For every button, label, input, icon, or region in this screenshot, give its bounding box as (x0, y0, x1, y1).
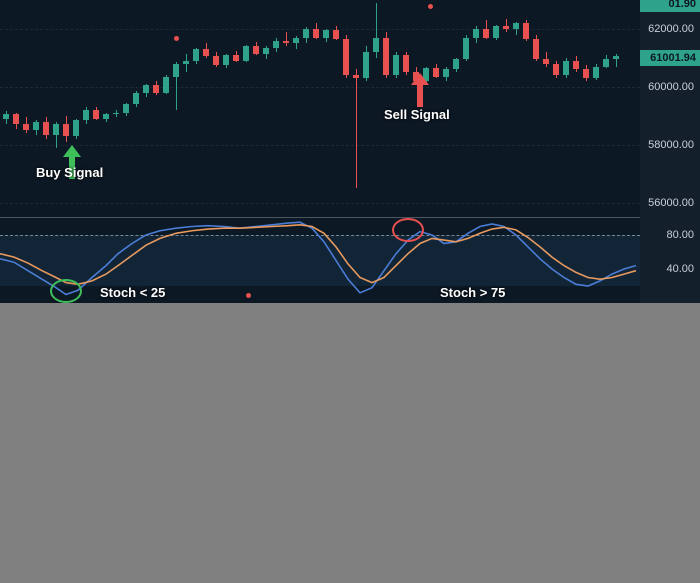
candle-body (613, 56, 619, 59)
candle-body (603, 59, 609, 66)
candle-body (283, 41, 289, 44)
candle-body (513, 23, 519, 29)
candle-body (143, 85, 149, 92)
candle-body (443, 69, 449, 76)
candle-body (113, 113, 119, 114)
candle-body (133, 93, 139, 105)
candle-body (373, 38, 379, 52)
candle-body (503, 26, 509, 29)
candle-body (433, 68, 439, 77)
candle-body (323, 30, 329, 37)
candle-body (583, 69, 589, 78)
candle-wick (286, 32, 287, 46)
candle-body (163, 77, 169, 93)
y-tick-label: 56000.00 (648, 197, 694, 209)
buy-signal-label: Buy Signal (36, 165, 103, 180)
candle-body (33, 122, 39, 131)
candle-body (3, 114, 9, 118)
candle-body (543, 59, 549, 63)
stoch-k-line (0, 222, 636, 294)
stoch-lines (0, 218, 640, 303)
candle-body (593, 67, 599, 79)
grid-line (0, 203, 640, 204)
candle-body (63, 124, 69, 136)
candle-body (563, 61, 569, 75)
stoch-annotation: Stoch > 75 (440, 285, 505, 300)
candle-body (483, 29, 489, 38)
candle-body (343, 39, 349, 75)
candle-body (293, 38, 299, 44)
candle-body (383, 38, 389, 76)
indicator-panel[interactable]: Stoch < 25 Stoch > 75 (0, 218, 640, 303)
grid-line (0, 145, 640, 146)
candle-body (493, 26, 499, 38)
candle-body (103, 114, 109, 118)
candle-body (573, 61, 579, 70)
signal-dot (174, 36, 179, 41)
candle-body (183, 61, 189, 64)
candle-body (303, 29, 309, 38)
candle-body (213, 56, 219, 65)
candle-body (243, 46, 249, 60)
indicator-dot (246, 293, 251, 298)
candle-body (173, 64, 179, 77)
candle-body (523, 23, 529, 39)
sell-signal-label: Sell Signal (384, 107, 450, 122)
y-axis: 56000.00 58000.00 60000.00 62000.00 01.90 610… (640, 0, 700, 303)
candle-body (453, 59, 459, 69)
candle-body (363, 52, 369, 78)
sell-arrow-icon (411, 73, 429, 107)
candle-body (123, 104, 129, 113)
candle-body (193, 49, 199, 61)
candle-body (23, 124, 29, 130)
y-tick-label: 58000.00 (648, 139, 694, 151)
candle-body (233, 55, 239, 61)
price-tag-last: 61001.94 (640, 50, 700, 66)
candle-body (263, 48, 269, 54)
stoch-circle-mark (392, 218, 424, 242)
blank-region (0, 303, 700, 583)
candle-body (333, 30, 339, 39)
candle-body (203, 49, 209, 56)
indicator-y-tick: 40.00 (666, 263, 694, 275)
candle-body (403, 55, 409, 72)
candle-body (223, 55, 229, 65)
signal-dot (428, 4, 433, 9)
chart-area: Buy Signal Sell Signal Stoch < 25 Stoch > … (0, 0, 700, 303)
candle-body (273, 41, 279, 48)
price-tag-top: 01.90 (640, 0, 700, 12)
candle-body (73, 120, 79, 136)
price-panel[interactable]: Buy Signal Sell Signal (0, 0, 640, 217)
candle-body (253, 46, 259, 53)
candle-body (13, 114, 19, 124)
y-tick-label: 62000.00 (648, 23, 694, 35)
candle-body (553, 64, 559, 76)
candle-wick (356, 69, 357, 188)
candle-body (83, 110, 89, 120)
y-tick-label: 60000.00 (648, 81, 694, 93)
candle-body (393, 55, 399, 75)
candle-body (533, 39, 539, 59)
candle-body (463, 38, 469, 60)
candle-body (153, 85, 159, 92)
candle-body (93, 110, 99, 119)
candle-body (473, 29, 479, 38)
stoch-annotation: Stoch < 25 (100, 285, 165, 300)
stoch-circle-mark (50, 279, 82, 303)
candle-body (313, 29, 319, 38)
grid-line (0, 87, 640, 88)
grid-line (0, 29, 640, 30)
candle-body (53, 124, 59, 134)
indicator-y-tick: 80.00 (666, 229, 694, 241)
candle-body (43, 122, 49, 135)
chart-container: Buy Signal Sell Signal Stoch < 25 Stoch > … (0, 0, 700, 583)
candle-body (353, 75, 359, 78)
